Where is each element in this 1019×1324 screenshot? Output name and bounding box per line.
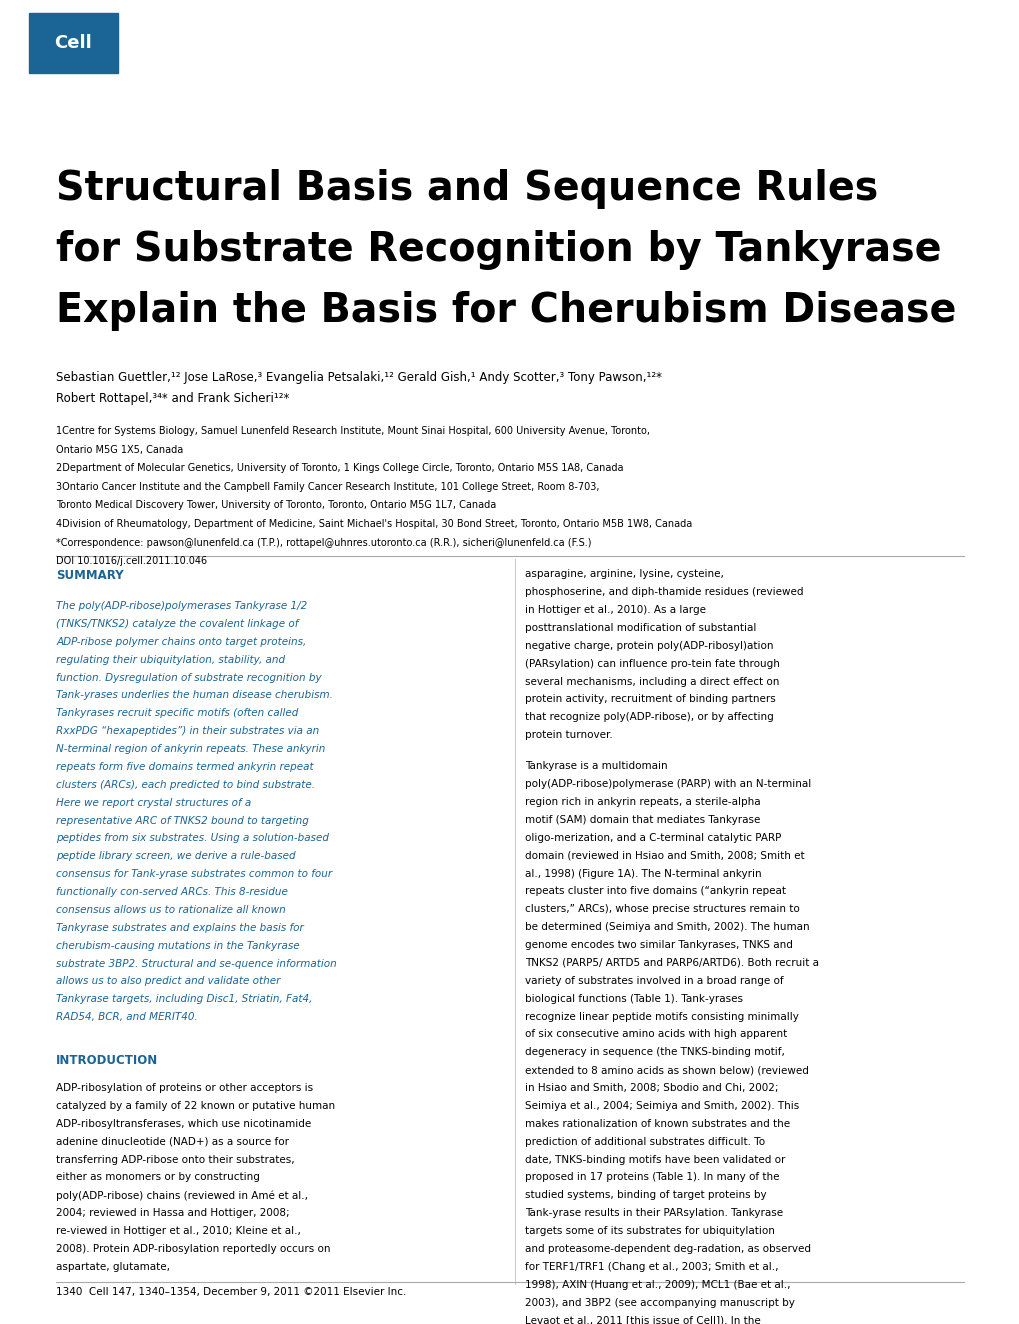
Text: ADP-ribose polymer chains onto target proteins,: ADP-ribose polymer chains onto target pr… (56, 637, 306, 647)
Text: and proteasome-dependent deg­radation, as observed: and proteasome-dependent deg­radation, a… (525, 1245, 810, 1254)
Text: 2Department of Molecular Genetics, University of Toronto, 1 Kings College Circle: 2Department of Molecular Genetics, Unive… (56, 463, 623, 474)
Text: transferring ADP-ribose onto their substrates,: transferring ADP-ribose onto their subst… (56, 1155, 294, 1165)
Text: 4Division of Rheumatology, Department of Medicine, Saint Michael's Hospital, 30 : 4Division of Rheumatology, Department of… (56, 519, 692, 530)
Text: for Substrate Recognition by Tankyrase: for Substrate Recognition by Tankyrase (56, 230, 941, 270)
Text: catalyzed by a family of 22 known or putative human: catalyzed by a family of 22 known or put… (56, 1102, 335, 1111)
Text: *Correspondence: pawson@lunenfeld.ca (T.P.), rottapel@uhnres.utoronto.ca (R.R.),: *Correspondence: pawson@lunenfeld.ca (T.… (56, 538, 591, 548)
Text: asparagine, arginine, lysine, cysteine,: asparagine, arginine, lysine, cysteine, (525, 569, 723, 580)
Text: clusters,” ARCs), whose precise structures remain to: clusters,” ARCs), whose precise structur… (525, 904, 799, 915)
Text: ADP-ribosyltransferases, which use nicotinamide: ADP-ribosyltransferases, which use nicot… (56, 1119, 311, 1129)
Text: peptide library screen, we derive a rule-based: peptide library screen, we derive a rule… (56, 851, 296, 862)
Text: RAD54, BCR, and MERIT40.: RAD54, BCR, and MERIT40. (56, 1013, 198, 1022)
Text: cherubism-causing mutations in the Tankyrase: cherubism-causing mutations in the Tanky… (56, 941, 300, 951)
Text: Ontario M5G 1X5, Canada: Ontario M5G 1X5, Canada (56, 445, 183, 455)
Text: negative charge, protein poly(ADP-ribosyl)ation: negative charge, protein poly(ADP-ribosy… (525, 641, 773, 651)
Bar (29, 13, 118, 73)
Text: (PARsylation) can influence pro­tein fate through: (PARsylation) can influence pro­tein fat… (525, 659, 780, 669)
Text: regulating their ubiquitylation, stability, and: regulating their ubiquitylation, stabili… (56, 655, 285, 665)
Text: consensus for Tank­yrase substrates common to four: consensus for Tank­yrase substrates comm… (56, 870, 332, 879)
Text: repeats form five domains termed ankyrin repeat: repeats form five domains termed ankyrin… (56, 763, 314, 772)
Text: substrate 3BP2. Structural and se­quence information: substrate 3BP2. Structural and se­quence… (56, 959, 336, 969)
Text: Toronto Medical Discovery Tower, University of Toronto, Toronto, Ontario M5G 1L7: Toronto Medical Discovery Tower, Univers… (56, 500, 496, 511)
Text: recognize linear peptide motifs consisting minimally: recognize linear peptide motifs consisti… (525, 1012, 799, 1022)
Text: repeats cluster into five domains (“ankyrin repeat: repeats cluster into five domains (“anky… (525, 887, 786, 896)
Text: be determined (Seimiya and Smith, 2002). The human: be determined (Seimiya and Smith, 2002).… (525, 923, 809, 932)
Text: proposed in 17 proteins (Table 1). In many of the: proposed in 17 proteins (Table 1). In ma… (525, 1173, 780, 1182)
Text: degeneracy in sequence (the TNKS-binding motif,: degeneracy in sequence (the TNKS-binding… (525, 1047, 785, 1058)
Text: al., 1998) (Figure 1A). The N-terminal ankyrin: al., 1998) (Figure 1A). The N-terminal a… (525, 869, 761, 879)
Text: adenine dinucleotide (NAD+) as a source for: adenine dinucleotide (NAD+) as a source … (56, 1136, 288, 1147)
Text: DOI 10.1016/j.cell.2011.10.046: DOI 10.1016/j.cell.2011.10.046 (56, 556, 207, 567)
Text: Sebastian Guettler,¹² Jose LaRose,³ Evangelia Petsalaki,¹² Gerald Gish,¹ Andy Sc: Sebastian Guettler,¹² Jose LaRose,³ Evan… (56, 371, 661, 384)
Text: Tank­yrase results in their PARsylation. Tankyrase: Tank­yrase results in their PARsylation.… (525, 1209, 783, 1218)
Text: INTRODUCTION: INTRODUCTION (56, 1054, 158, 1067)
Text: poly(ADP-ribose)polymerase (PARP) with an N-terminal: poly(ADP-ribose)polymerase (PARP) with a… (525, 779, 811, 789)
Text: biological functions (Table 1). Tank­yrases: biological functions (Table 1). Tank­yra… (525, 993, 743, 1004)
Text: Tankyrase is a multidomain: Tankyrase is a multidomain (525, 761, 667, 772)
Text: Tankyrases recruit specific motifs (often called: Tankyrases recruit specific motifs (ofte… (56, 708, 299, 719)
Text: N-terminal region of ankyrin repeats. These ankyrin: N-terminal region of ankyrin repeats. Th… (56, 744, 325, 755)
Text: Tankyrase substrates and explains the basis for: Tankyrase substrates and explains the ba… (56, 923, 304, 933)
Text: (TNKS/TNKS2) catalyze the covalent linkage of: (TNKS/TNKS2) catalyze the covalent linka… (56, 620, 299, 629)
Text: 1Centre for Systems Biology, Samuel Lunenfeld Research Institute, Mount Sinai Ho: 1Centre for Systems Biology, Samuel Lune… (56, 426, 649, 437)
Text: functionally con­served ARCs. This 8-residue: functionally con­served ARCs. This 8-res… (56, 887, 287, 898)
Text: allows us to also predict and validate other: allows us to also predict and validate o… (56, 977, 280, 986)
Text: representative ARC of TNKS2 bound to targeting: representative ARC of TNKS2 bound to tar… (56, 816, 309, 826)
Text: SUMMARY: SUMMARY (56, 569, 123, 583)
Text: extended to 8 amino acids as shown below) (reviewed: extended to 8 amino acids as shown below… (525, 1066, 808, 1075)
Text: aspartate, glutamate,: aspartate, glutamate, (56, 1262, 170, 1272)
Text: of six consecutive amino acids with high apparent: of six consecutive amino acids with high… (525, 1030, 787, 1039)
Text: region rich in ankyrin repeats, a sterile-alpha: region rich in ankyrin repeats, a steril… (525, 797, 760, 808)
Text: genome encodes two similar Tankyrases, TNKS and: genome encodes two similar Tankyrases, T… (525, 940, 793, 951)
Text: TNKS2 (PARP5/ ARTD5 and PARP6/ARTD6). Both recruit a: TNKS2 (PARP5/ ARTD5 and PARP6/ARTD6). Bo… (525, 959, 818, 968)
Text: prediction of additional substrates difficult. To: prediction of additional substrates diff… (525, 1136, 764, 1147)
Text: makes rationalization of known substrates and the: makes rationalization of known substrate… (525, 1119, 790, 1129)
Text: posttranslational modification of substantial: posttranslational modification of substa… (525, 624, 756, 633)
Text: several mechanisms, including a direct effect on: several mechanisms, including a direct e… (525, 677, 779, 687)
Text: that recognize poly(ADP-ribose), or by affecting: that recognize poly(ADP-ribose), or by a… (525, 712, 773, 723)
Text: consensus allows us to rationalize all known: consensus allows us to rationalize all k… (56, 906, 285, 915)
Text: targets some of its substrates for ubiquitylation: targets some of its substrates for ubiqu… (525, 1226, 774, 1237)
Text: motif (SAM) domain that mediates Tankyrase: motif (SAM) domain that mediates Tankyra… (525, 816, 760, 825)
Text: 1340  Cell 147, 1340–1354, December 9, 2011 ©2011 Elsevier Inc.: 1340 Cell 147, 1340–1354, December 9, 20… (56, 1287, 407, 1298)
Text: re­viewed in Hottiger et al., 2010; Kleine et al.,: re­viewed in Hottiger et al., 2010; Klei… (56, 1226, 301, 1237)
Text: Tank­yrases underlies the human disease cherubism.: Tank­yrases underlies the human disease … (56, 691, 332, 700)
Text: Seimiya et al., 2004; Seimiya and Smith, 2002). This: Seimiya et al., 2004; Seimiya and Smith,… (525, 1102, 799, 1111)
Text: variety of substrates involved in a broad range of: variety of substrates involved in a broa… (525, 976, 784, 986)
Text: Robert Rottapel,³⁴* and Frank Sicheri¹²*: Robert Rottapel,³⁴* and Frank Sicheri¹²* (56, 392, 289, 405)
Text: ADP-ribosylation of proteins or other acceptors is: ADP-ribosylation of proteins or other ac… (56, 1083, 313, 1094)
Text: Structural Basis and Sequence Rules: Structural Basis and Sequence Rules (56, 169, 877, 209)
Text: Tankyrase targets, including Disc1, Striatin, Fat4,: Tankyrase targets, including Disc1, Stri… (56, 994, 312, 1005)
Text: for TERF1/TRF1 (Chang et al., 2003; Smith et al.,: for TERF1/TRF1 (Chang et al., 2003; Smit… (525, 1262, 779, 1272)
Text: date, TNKS-binding motifs have been validated or: date, TNKS-binding motifs have been vali… (525, 1155, 785, 1165)
Text: Levaot et al., 2011 [this issue of Cell]). In the: Levaot et al., 2011 [this issue of Cell]… (525, 1316, 760, 1324)
Text: Explain the Basis for Cherubism Disease: Explain the Basis for Cherubism Disease (56, 291, 956, 331)
Text: function. Dysregulation of substrate recognition by: function. Dysregulation of substrate rec… (56, 673, 321, 683)
Text: protein activity, recruitment of binding partners: protein activity, recruitment of binding… (525, 695, 775, 704)
Text: either as monomers or by constructing: either as monomers or by constructing (56, 1173, 260, 1182)
Text: poly(ADP-ribose) chains (reviewed in Amé et al.,: poly(ADP-ribose) chains (reviewed in Amé… (56, 1190, 308, 1201)
Text: Cell: Cell (54, 34, 93, 52)
Text: 2003), and 3BP2 (see accompanying manuscript by: 2003), and 3BP2 (see accompanying manusc… (525, 1298, 795, 1308)
Text: Here we report crystal structures of a: Here we report crystal structures of a (56, 797, 251, 808)
Text: in Hsiao and Smith, 2008; Sbodio and Chi, 2002;: in Hsiao and Smith, 2008; Sbodio and Chi… (525, 1083, 779, 1094)
Text: 2008). Protein ADP-ribosylation reportedly occurs on: 2008). Protein ADP-ribosylation reported… (56, 1245, 330, 1254)
Text: clusters (ARCs), each predicted to bind substrate.: clusters (ARCs), each predicted to bind … (56, 780, 315, 790)
Text: protein turnover.: protein turnover. (525, 731, 612, 740)
Text: peptides from six substrates. Using a solution-based: peptides from six substrates. Using a so… (56, 834, 329, 843)
Text: RxxPDG “hexapeptides”) in their substrates via an: RxxPDG “hexapeptides”) in their substrat… (56, 727, 319, 736)
Text: studied systems, binding of target proteins by: studied systems, binding of target prote… (525, 1190, 766, 1201)
Text: in Hottiger et al., 2010). As a large: in Hottiger et al., 2010). As a large (525, 605, 705, 616)
Text: 3Ontario Cancer Institute and the Campbell Family Cancer Research Institute, 101: 3Ontario Cancer Institute and the Campbe… (56, 482, 599, 493)
Text: 2004; reviewed in Hassa and Hottiger, 2008;: 2004; reviewed in Hassa and Hottiger, 20… (56, 1209, 289, 1218)
Text: phosphoserine, and diph­thamide residues (reviewed: phosphoserine, and diph­thamide residues… (525, 588, 803, 597)
Text: 1998), AXIN (Huang et al., 2009), MCL1 (Bae et al.,: 1998), AXIN (Huang et al., 2009), MCL1 (… (525, 1280, 790, 1290)
Text: The poly(ADP-ribose)polymerases Tankyrase 1/2: The poly(ADP-ribose)polymerases Tankyras… (56, 601, 307, 612)
Text: oligo­merization, and a C-terminal catalytic PARP: oligo­merization, and a C-terminal catal… (525, 833, 781, 843)
Text: domain (reviewed in Hsiao and Smith, 2008; Smith et: domain (reviewed in Hsiao and Smith, 200… (525, 851, 804, 861)
